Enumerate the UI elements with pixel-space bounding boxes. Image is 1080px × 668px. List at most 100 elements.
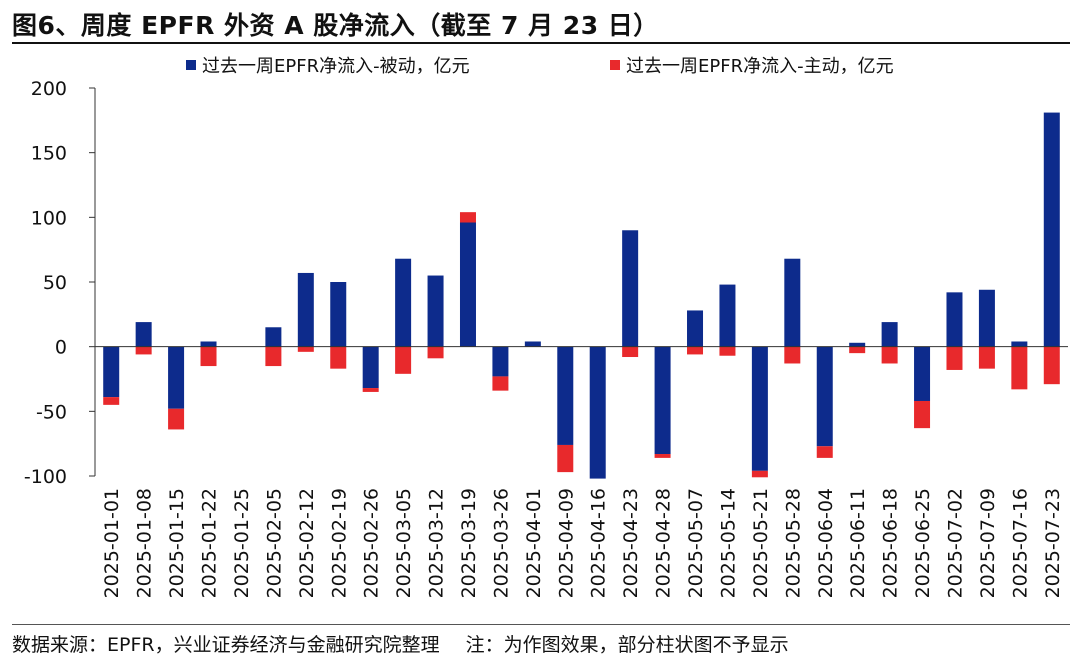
bars	[103, 112, 1060, 479]
x-tick-label: 2025-04-23	[620, 488, 642, 598]
footer: 数据来源：EPFR，兴业证券经济与金融研究院整理 注：为作图效果，部分柱状图不予显…	[12, 630, 789, 657]
y-tick-label: 150	[31, 143, 67, 165]
bar-passive	[492, 346, 509, 377]
x-tick-label: 2025-04-16	[588, 488, 610, 598]
bar-passive	[784, 258, 801, 347]
bar-active	[459, 212, 476, 223]
x-tick-label: 2025-05-21	[750, 488, 772, 598]
x-tick-label: 2025-02-26	[361, 488, 383, 598]
x-tick-label: 2025-05-07	[685, 488, 707, 598]
bar-passive	[330, 282, 347, 347]
bar-passive	[265, 327, 282, 347]
x-tick-label: 2025-01-22	[199, 488, 221, 598]
bar-active	[168, 408, 185, 430]
x-tick-label: 2025-02-05	[263, 488, 285, 598]
bar-active	[881, 346, 898, 364]
bar-passive	[395, 258, 412, 347]
legend-swatch-passive	[186, 60, 196, 70]
bar-active	[297, 346, 314, 352]
x-tick-label: 2025-05-28	[782, 488, 804, 598]
x-tick-label: 2025-03-19	[458, 488, 480, 598]
bar-active	[946, 346, 963, 370]
x-tick-label: 2025-01-01	[101, 488, 123, 598]
bar-active	[395, 346, 412, 374]
x-tick-label: 2025-03-26	[490, 488, 512, 598]
chart-title: 图6、周度 EPFR 外资 A 股净流入（截至 7 月 23 日）	[12, 11, 659, 40]
bar-passive	[168, 346, 185, 409]
bar-active	[1043, 346, 1060, 385]
bar-active	[265, 346, 282, 367]
x-tick-label: 2025-01-08	[134, 488, 156, 598]
bar-active	[816, 446, 833, 458]
bar-active	[622, 346, 639, 358]
x-tick-label: 2025-04-09	[555, 488, 577, 598]
bar-passive	[557, 346, 574, 445]
legend-label-passive: 过去一周EPFR净流入-被动，亿元	[202, 56, 470, 77]
bar-active	[330, 346, 347, 369]
x-tick-label: 2025-03-05	[393, 488, 415, 598]
source-note: 数据来源：EPFR，兴业证券经济与金融研究院整理	[12, 634, 440, 656]
bar-active	[135, 346, 152, 355]
bar-active	[200, 346, 217, 367]
x-tick-label: 2025-01-15	[166, 488, 188, 598]
bar-active	[687, 346, 704, 355]
bar-passive	[946, 292, 963, 347]
bar-passive	[622, 230, 639, 347]
bar-active	[914, 400, 931, 429]
x-tick-label: 2025-06-11	[847, 488, 869, 598]
bar-passive	[200, 341, 217, 347]
title-divider	[12, 42, 1070, 44]
bar-passive	[589, 346, 606, 479]
bar-chart: 过去一周EPFR净流入-被动，亿元 过去一周EPFR净流入-主动，亿元 200 1…	[24, 56, 1068, 598]
bar-passive	[881, 322, 898, 347]
x-tick-label: 2025-02-12	[296, 488, 318, 598]
bar-active	[492, 376, 509, 391]
bar-passive	[1011, 341, 1028, 347]
y-axis: 200 150 100 50 0 -50 -100	[24, 78, 96, 488]
chart-note: 注：为作图效果，部分柱状图不予显示	[465, 634, 789, 656]
x-tick-label: 2025-06-18	[880, 488, 902, 598]
bar-active	[719, 346, 736, 356]
x-tick-label: 2025-03-12	[426, 488, 448, 598]
bar-passive	[654, 346, 671, 455]
bar-passive	[1043, 112, 1060, 347]
legend: 过去一周EPFR净流入-被动，亿元 过去一周EPFR净流入-主动，亿元	[186, 56, 894, 77]
bar-active	[427, 346, 444, 359]
bar-passive	[362, 346, 379, 389]
bar-active	[751, 470, 768, 478]
x-tick-label: 2025-04-28	[653, 488, 675, 598]
y-tick-label: -100	[24, 466, 67, 488]
bar-passive	[297, 272, 314, 347]
x-tick-label: 2025-07-16	[1009, 488, 1031, 598]
bar-passive	[687, 310, 704, 347]
x-tick-label: 2025-06-25	[912, 488, 934, 598]
x-tick-label: 2025-04-01	[523, 488, 545, 598]
bar-active	[978, 346, 995, 369]
bar-passive	[135, 322, 152, 347]
bar-passive	[816, 346, 833, 447]
y-tick-label: 0	[55, 337, 67, 359]
bar-active	[784, 346, 801, 364]
y-tick-label: 100	[31, 207, 67, 229]
legend-label-active: 过去一周EPFR净流入-主动，亿元	[626, 56, 894, 77]
bar-active	[1011, 346, 1028, 390]
bar-passive	[103, 346, 120, 398]
bar-passive	[978, 289, 995, 347]
bar-passive	[751, 346, 768, 471]
footer-divider	[12, 624, 1070, 625]
x-tick-label: 2025-07-23	[1042, 488, 1064, 598]
bar-passive	[459, 222, 476, 347]
y-tick-label: -50	[36, 401, 67, 423]
y-tick-label: 200	[31, 78, 67, 100]
x-tick-label: 2025-06-04	[815, 488, 837, 598]
x-tick-label: 2025-05-14	[717, 488, 739, 598]
x-tick-label: 2025-07-09	[977, 488, 999, 598]
y-tick-label: 50	[43, 272, 67, 294]
bar-active	[103, 397, 120, 405]
x-axis: 2025-01-01 2025-01-08 2025-01-15 2025-01-22…	[95, 346, 1068, 598]
x-tick-label: 2025-07-02	[944, 488, 966, 598]
bar-active	[849, 346, 866, 354]
bar-active	[362, 388, 379, 392]
bar-passive	[914, 346, 931, 401]
bar-active	[557, 444, 574, 473]
